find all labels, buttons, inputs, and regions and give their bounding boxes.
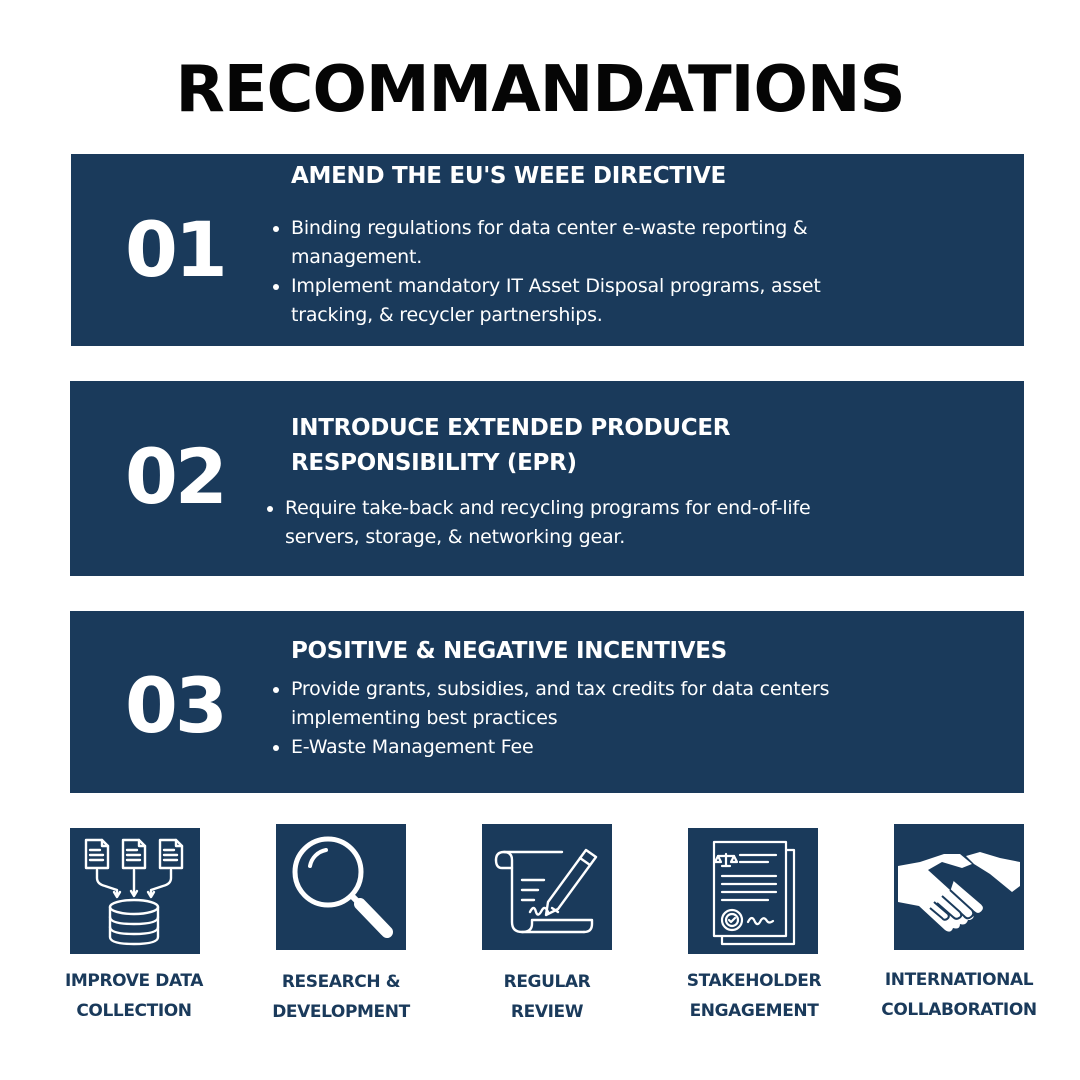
recommendation-card-03: 03 POSITIVE & NEGATIVE INCENTIVES Provid… <box>70 611 1024 793</box>
pen-icon <box>544 848 598 917</box>
scales-icon <box>713 852 739 868</box>
bullet-line: management. <box>291 246 423 268</box>
bullet-line: Binding regulations for data center e-wa… <box>291 217 808 239</box>
action-label-improve-data-collection: IMPROVE DATA COLLECTION <box>44 966 224 1026</box>
bullet-line: Provide grants, subsidies, and tax credi… <box>291 678 830 700</box>
bullet-line: tracking, & recycler partnerships. <box>291 304 603 326</box>
recommendation-bullet-list: Require take-back and recycling programs… <box>263 494 811 552</box>
bullet-line: Require take-back and recycling programs… <box>285 497 811 519</box>
recommendation-bullet: E-Waste Management Fee <box>272 733 829 762</box>
label-line: STAKEHOLDER <box>686 971 822 991</box>
recommendation-number: 02 <box>125 432 228 521</box>
magnifying-glass-icon <box>276 824 406 950</box>
recommendation-number: 01 <box>125 205 228 294</box>
recommendation-bullet-list: Provide grants, subsidies, and tax credi… <box>269 675 829 762</box>
recommendation-heading-line: AMEND THE EU'S WEEE DIRECTIVE <box>291 163 726 189</box>
legal-document-icon <box>688 828 818 954</box>
bullet-line: servers, storage, & networking gear. <box>285 526 626 548</box>
recommendation-card-02: 02 INTRODUCE EXTENDED PRODUCER RESPONSIB… <box>70 381 1024 576</box>
recommendation-card-01: 01 AMEND THE EU'S WEEE DIRECTIVE Binding… <box>71 154 1024 346</box>
action-label-regular-review: REGULAR REVIEW <box>457 967 637 1027</box>
label-line: IMPROVE DATA <box>64 971 204 991</box>
recommendation-heading-line: POSITIVE & NEGATIVE INCENTIVES <box>291 638 727 664</box>
label-line: INTERNATIONAL <box>884 970 1034 990</box>
bullet-line: E-Waste Management Fee <box>291 736 534 758</box>
recommendation-bullet: Provide grants, subsidies, and tax credi… <box>272 675 830 733</box>
document-icon <box>84 838 110 870</box>
recommendation-heading: INTRODUCE EXTENDED PRODUCER RESPONSIBILI… <box>291 411 731 481</box>
seal-icon <box>720 908 744 932</box>
label-line: ENGAGEMENT <box>689 1001 819 1021</box>
recommendation-bullet-list: Binding regulations for data center e-wa… <box>269 214 821 330</box>
page-title: RECOMMANDATIONS <box>175 53 905 127</box>
recommendation-bullet: Binding regulations for data center e-wa… <box>273 214 821 272</box>
label-line: RESEARCH & <box>281 972 401 992</box>
recommendation-heading: AMEND THE EU'S WEEE DIRECTIVE <box>291 159 726 194</box>
action-label-research-development: RESEARCH & DEVELOPMENT <box>251 967 431 1027</box>
database-icon <box>108 898 160 946</box>
bullet-line: Implement mandatory IT Asset Disposal pr… <box>291 275 821 297</box>
recommendation-number: 03 <box>125 661 228 750</box>
document-icon <box>158 838 184 870</box>
recommendation-heading: POSITIVE & NEGATIVE INCENTIVES <box>291 634 727 669</box>
scroll-pen-icon <box>482 824 612 950</box>
label-line: COLLECTION <box>76 1001 192 1021</box>
recommendation-heading-line: RESPONSIBILITY (EPR) <box>291 450 577 476</box>
recommendation-heading-line: INTRODUCE EXTENDED PRODUCER <box>291 415 731 441</box>
action-label-international-collaboration: INTERNATIONAL COLLABORATION <box>869 965 1049 1025</box>
recommendation-bullet: Implement mandatory IT Asset Disposal pr… <box>273 272 821 330</box>
handshake-icon <box>894 824 1024 950</box>
label-line: REVIEW <box>510 1002 584 1022</box>
label-line: COLLABORATION <box>881 1000 1037 1020</box>
bullet-line: implementing best practices <box>291 707 558 729</box>
recommendation-bullet: Require take-back and recycling programs… <box>266 494 811 552</box>
label-line: DEVELOPMENT <box>272 1002 410 1022</box>
database-documents-icon <box>70 828 200 954</box>
label-line: REGULAR <box>503 972 591 992</box>
document-icon <box>121 838 147 870</box>
action-label-stakeholder-engagement: STAKEHOLDER ENGAGEMENT <box>664 966 844 1026</box>
